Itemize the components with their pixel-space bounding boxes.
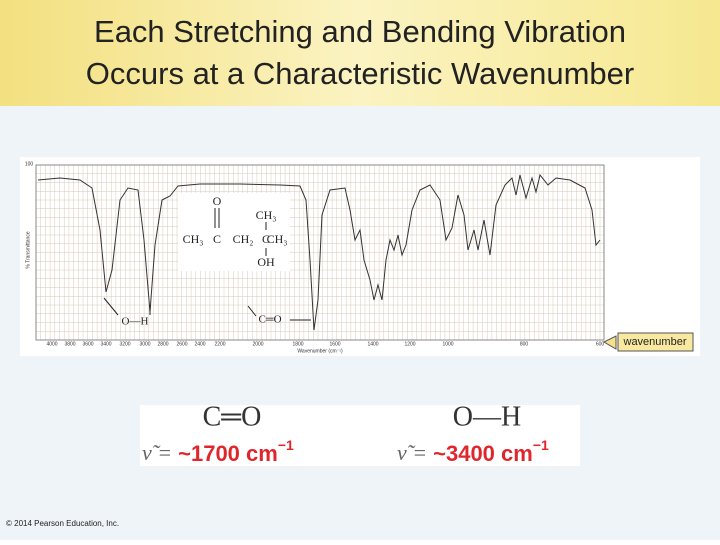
- formula-box: [140, 405, 580, 466]
- nu-symbol: ν̃ =: [397, 440, 427, 465]
- wavenumber-formula: ν̃ = ~1700 cm−1: [142, 437, 294, 466]
- exponent: −1: [533, 437, 549, 453]
- spectrum-image: [20, 157, 700, 356]
- molecule-box: [178, 193, 290, 271]
- molecule-text: C: [213, 232, 221, 246]
- peak-label: C═O: [258, 314, 281, 326]
- y-top-label: 100: [25, 161, 34, 167]
- peak-label: O—H: [122, 316, 149, 328]
- x-tick-label: 4000: [46, 341, 57, 347]
- molecule-text: CH₃: [183, 232, 204, 246]
- x-tick-label: 3000: [139, 341, 150, 347]
- exponent: −1: [278, 437, 294, 453]
- formulas: C═Oν̃ = ~1700 cm−1O—Hν̃ = ~3400 cm−1: [142, 401, 549, 465]
- x-tick-label: 1000: [442, 341, 453, 347]
- x-tick-label: 1200: [404, 341, 415, 347]
- spectrum-trace: [37, 173, 601, 331]
- title-line: Each Stretching and Bending Vibration: [94, 14, 626, 49]
- x-tick-label: 2800: [157, 341, 168, 347]
- plot-frame: [35, 164, 605, 341]
- x-tick-label: 3400: [100, 341, 111, 347]
- molecule-text: O: [213, 194, 222, 208]
- x-tick-label: 1600: [329, 341, 340, 347]
- wavenumber-formula: ν̃ = ~3400 cm−1: [397, 437, 549, 466]
- arrow: [103, 297, 119, 316]
- molecule-text: CH₂: [233, 232, 254, 246]
- x-tick-label: 3200: [119, 341, 130, 347]
- wavenumber-value: ~3400 cm: [433, 441, 533, 466]
- x-tick-label: 2200: [214, 341, 225, 347]
- y-axis-label: % Transmittance: [25, 231, 31, 268]
- callout-pointer: [602, 335, 617, 350]
- bond: [247, 305, 257, 317]
- molecule-text: OH: [257, 255, 275, 269]
- wavenumber-value: ~1700 cm: [178, 441, 278, 466]
- x-axis-label: Wavenumber (cm⁻¹): [297, 348, 343, 354]
- x-tick-label: 1400: [367, 341, 378, 347]
- x-tick-label: 800: [520, 341, 529, 347]
- footer: © 2014 Pearson Education, Inc.: [6, 519, 119, 528]
- x-tick-label: 2400: [194, 341, 205, 347]
- bond-formula: O—H: [453, 401, 521, 432]
- x-tick-label: 2000: [252, 341, 263, 347]
- molecule-text: CH₃: [267, 232, 288, 246]
- title-band: [0, 0, 720, 106]
- callout: [617, 332, 694, 352]
- bond-formula: C═O: [203, 401, 262, 432]
- spectrum-grid: [35, 164, 604, 341]
- molecule-text: C: [262, 232, 270, 246]
- nu-symbol: ν̃ =: [142, 440, 172, 465]
- callout-text: wavenumber: [623, 336, 687, 348]
- x-tick-label: 600: [596, 341, 605, 347]
- x-tick-label: 3600: [82, 341, 93, 347]
- title-line: Occurs at a Characteristic Wavenumber: [86, 56, 634, 91]
- molecule-text: CH₃: [256, 208, 277, 222]
- x-tick-label: 2600: [176, 341, 187, 347]
- x-tick-label: 1800: [292, 341, 303, 347]
- x-tick-label: 3800: [64, 341, 75, 347]
